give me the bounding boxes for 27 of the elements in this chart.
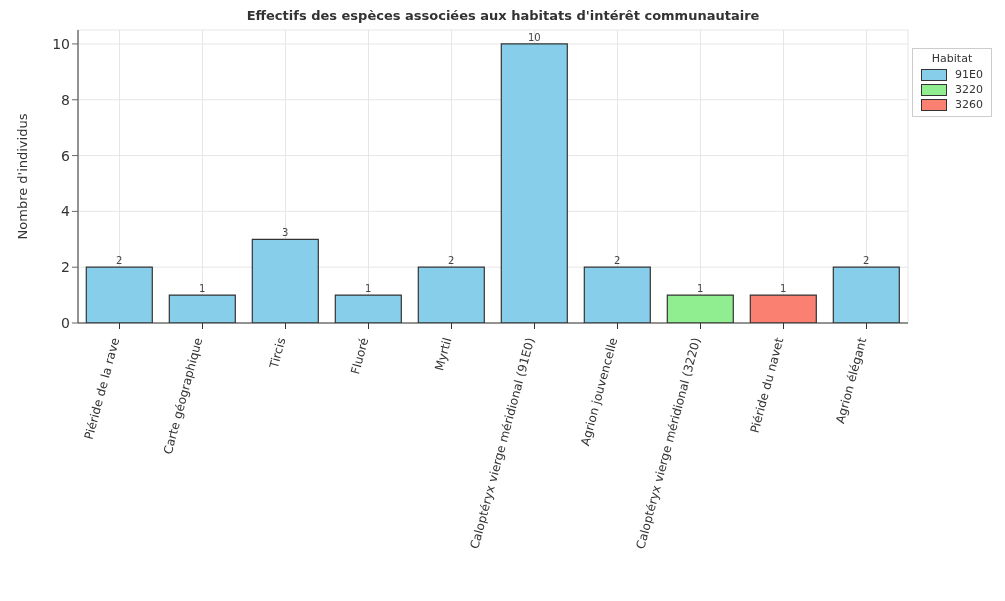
data-label: 1 <box>697 283 704 295</box>
legend-label: 3220 <box>955 83 983 96</box>
y-tick-label: 2 <box>61 259 70 276</box>
x-tick-label: Tircis <box>266 336 289 371</box>
data-label: 2 <box>614 255 621 267</box>
x-tick-label: Fluoré <box>348 336 372 376</box>
data-label: 1 <box>199 283 206 295</box>
y-tick-label: 8 <box>61 91 70 108</box>
y-tick-label: 6 <box>61 147 71 164</box>
chart-title: Effectifs des espèces associées aux habitats d'intérêt communautaire <box>245 8 761 25</box>
y-tick-label: 10 <box>52 35 70 52</box>
data-label: 1 <box>365 283 372 295</box>
x-tick-label: Piéride du navet <box>747 335 787 435</box>
data-label: 10 <box>527 31 541 43</box>
legend-title: Habitat <box>930 52 974 65</box>
y-tick-label: 0 <box>61 314 70 331</box>
legend-label: 3260 <box>955 98 983 111</box>
data-label: 3 <box>282 227 289 239</box>
data-label: 2 <box>448 255 455 267</box>
data-label: 2 <box>116 255 123 267</box>
x-tick-label: Myrtil <box>432 336 455 373</box>
y-axis-title: Nombre d'individus <box>14 113 30 240</box>
legend-label: 91E0 <box>955 68 983 81</box>
data-label: 1 <box>780 283 787 295</box>
y-tick-label: 4 <box>61 203 71 220</box>
x-tick-label: Piéride de la rave <box>81 336 123 442</box>
data-label: 2 <box>863 255 870 267</box>
